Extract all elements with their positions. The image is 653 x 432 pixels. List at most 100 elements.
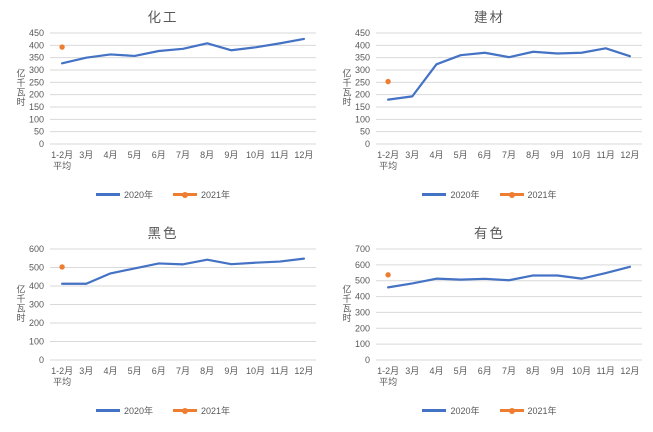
y-tick-label: 500 (355, 276, 370, 286)
dot-icon (182, 191, 188, 198)
y-tick-label: 450 (355, 28, 370, 38)
y-tick-label: 350 (29, 53, 44, 63)
x-tick-label: 平均 (379, 376, 397, 387)
x-tick-label: 4月 (103, 150, 117, 160)
x-tick-label: 6月 (152, 150, 166, 160)
x-tick-label: 3月 (405, 150, 419, 160)
series-marker-2021 (59, 44, 65, 50)
y-tick-label: 400 (29, 40, 44, 50)
y-tick-label: 300 (29, 65, 44, 75)
y-tick-label: 300 (355, 307, 370, 317)
x-tick-label: 8月 (526, 366, 540, 376)
y-tick-label: 450 (29, 28, 44, 38)
y-axis-title: 瓦 (16, 304, 25, 314)
y-axis-title: 时 (342, 96, 351, 107)
y-tick-label: 400 (29, 281, 44, 291)
y-tick-label: 600 (355, 260, 370, 270)
y-tick-label: 200 (29, 90, 44, 100)
y-axis-title: 瓦 (16, 88, 25, 98)
y-tick-label: 0 (365, 355, 370, 365)
legend-label: 2021年 (201, 190, 231, 200)
y-axis-title: 亿 (16, 68, 25, 79)
y-axis-title: 瓦 (342, 88, 351, 98)
y-tick-label: 200 (355, 323, 370, 333)
x-tick-label: 9月 (224, 366, 238, 376)
legend: 2020年 2021年 (326, 404, 653, 417)
y-tick-label: 150 (29, 102, 44, 112)
y-tick-label: 150 (355, 102, 370, 112)
series-line-2020 (60, 37, 306, 65)
x-tick-label: 1-2月 (377, 366, 399, 376)
x-tick-label: 9月 (224, 150, 238, 160)
x-tick-label: 1-2月 (377, 150, 399, 160)
legend-label: 2020年 (450, 190, 480, 200)
line-dot-swatch-icon (499, 191, 524, 198)
y-axis-title: 千 (342, 294, 351, 304)
series-line-2020 (386, 265, 632, 289)
y-tick-label: 200 (29, 318, 44, 328)
x-tick-label: 11月 (271, 366, 289, 376)
chart-building-materials: 建材 0 50 100 150 200 250 300 350 400 450 1-2月 平均 3月 4月… (326, 0, 653, 216)
y-axis-title: 亿 (16, 284, 25, 295)
legend-label: 2021年 (527, 406, 557, 416)
y-tick-label: 300 (29, 300, 44, 310)
x-tick-label: 6月 (478, 150, 492, 160)
x-tick-label: 6月 (152, 366, 166, 376)
x-tick-label: 5月 (128, 150, 142, 160)
x-tick-label: 12月 (294, 366, 313, 376)
x-tick-label: 7月 (176, 150, 190, 160)
x-tick-label: 平均 (53, 160, 71, 171)
y-tick-label: 400 (355, 292, 370, 302)
legend-label: 2020年 (123, 190, 153, 200)
y-axis-title: 时 (16, 312, 25, 323)
y-axis-title: 时 (342, 312, 351, 323)
y-tick-label: 0 (365, 139, 370, 149)
y-tick-label: 100 (355, 339, 370, 349)
x-tick-label: 3月 (79, 150, 93, 160)
y-tick-label: 50 (360, 127, 370, 137)
y-axis-title: 千 (16, 294, 25, 304)
line-dot-swatch-icon (173, 407, 197, 414)
legend-label: 2021年 (201, 406, 231, 416)
x-tick-label: 9月 (550, 366, 564, 376)
line-swatch-icon (95, 193, 120, 196)
legend-item-2021: 2021年 (173, 188, 230, 201)
x-tick-label: 7月 (176, 366, 190, 376)
x-tick-label: 8月 (526, 150, 540, 160)
legend-item-2020: 2020年 (95, 188, 153, 201)
x-tick-label: 1-2月 (51, 366, 73, 376)
series-marker-2021 (385, 78, 391, 85)
y-tick-label: 100 (29, 114, 44, 124)
x-tick-label: 1-2月 (51, 150, 73, 160)
y-tick-label: 700 (355, 244, 370, 254)
x-tick-label: 12月 (294, 150, 313, 160)
legend-item-2020: 2020年 (422, 188, 480, 201)
y-tick-label: 0 (39, 355, 44, 365)
x-tick-label: 11月 (597, 366, 615, 376)
y-tick-label: 50 (34, 127, 44, 137)
series-line-2020 (60, 257, 306, 285)
y-axis-title: 时 (16, 96, 25, 107)
y-axis-title: 千 (342, 78, 351, 88)
x-tick-label: 10月 (246, 366, 265, 376)
y-tick-label: 100 (29, 337, 44, 347)
line-swatch-icon (95, 409, 120, 412)
line-dot-swatch-icon (173, 191, 197, 198)
y-tick-label: 250 (355, 77, 370, 87)
chart-title: 有色 (474, 226, 505, 241)
y-tick-label: 400 (355, 40, 370, 50)
chart-nonferrous: 有色 0 100 200 300 400 500 600 700 1-2月 平均 3月 4月 5月 6月 7… (326, 216, 653, 432)
y-tick-label: 200 (355, 90, 370, 100)
series-marker-2021 (59, 264, 65, 270)
legend: 2020年 2021年 (0, 404, 326, 417)
legend-item-2021: 2021年 (499, 404, 557, 417)
legend-item-2021: 2021年 (173, 404, 230, 417)
x-tick-label: 平均 (53, 376, 71, 387)
y-tick-label: 0 (39, 139, 44, 149)
x-tick-label: 3月 (405, 366, 419, 376)
chart-title: 化工 (147, 10, 179, 25)
line-swatch-icon (422, 193, 447, 196)
